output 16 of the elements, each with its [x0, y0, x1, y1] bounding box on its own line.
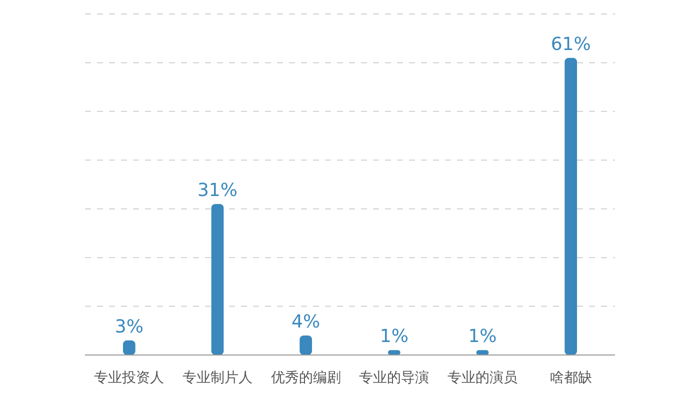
data-label: 31% [197, 180, 238, 201]
bar [564, 58, 578, 355]
data-label: 1% [380, 326, 408, 348]
bar [122, 340, 136, 355]
x-tick-label: 啥都缺 [550, 370, 592, 386]
bar [211, 204, 224, 355]
data-label: 4% [292, 312, 320, 333]
x-tick-label: 专业投资人 [94, 370, 164, 386]
x-tick-label: 优秀的编剧 [270, 370, 341, 386]
data-label: 1% [468, 326, 497, 348]
x-tick-label: 专业的演员 [448, 370, 518, 386]
bar [300, 336, 312, 355]
data-label: 3% [114, 316, 144, 338]
x-tick-label: 专业的导演 [359, 370, 430, 386]
x-tick-label: 专业制片人 [182, 370, 252, 386]
data-label: 61% [550, 34, 591, 55]
